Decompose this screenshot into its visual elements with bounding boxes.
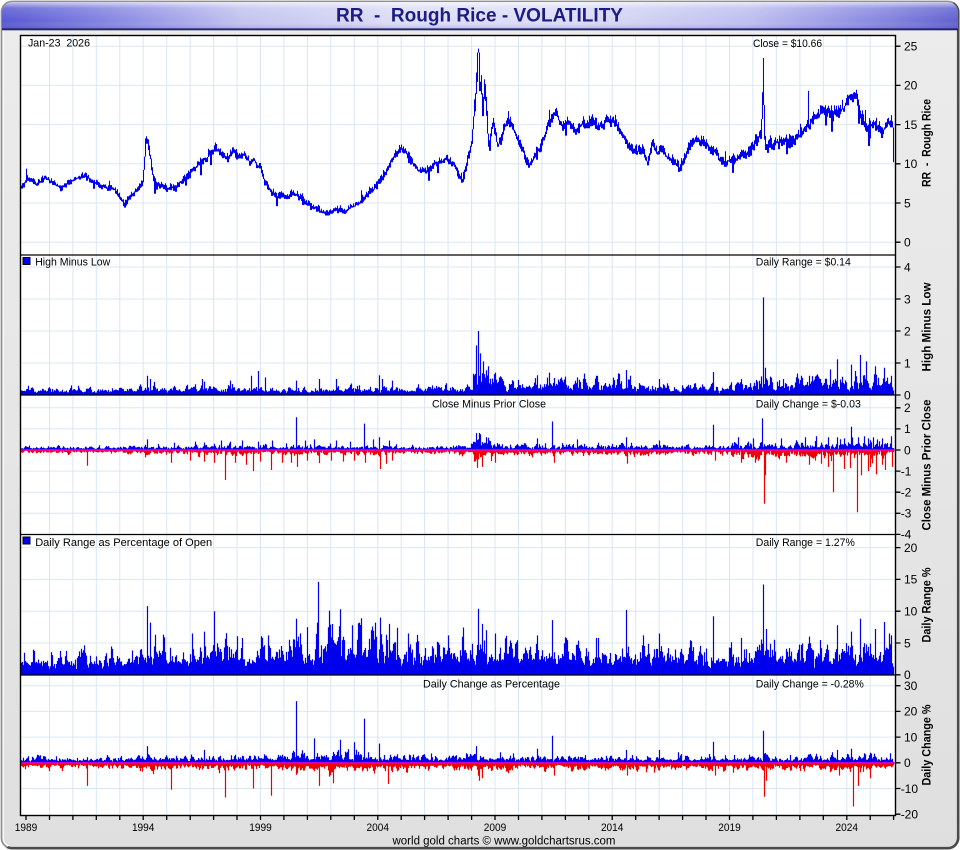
- svg-text:-2: -2: [901, 486, 912, 500]
- svg-text:30: 30: [904, 679, 918, 693]
- svg-text:Daily Change as Percentage: Daily Change as Percentage: [423, 679, 560, 691]
- svg-text:3: 3: [904, 292, 911, 306]
- svg-text:-20: -20: [901, 808, 919, 822]
- svg-text:Daily Range as Percentage of O: Daily Range as Percentage of Open: [35, 537, 212, 549]
- svg-text:2004: 2004: [367, 822, 390, 834]
- svg-text:10: 10: [904, 605, 918, 619]
- svg-text:-3: -3: [901, 507, 912, 521]
- svg-text:1: 1: [904, 422, 911, 436]
- svg-text:2024: 2024: [836, 822, 859, 834]
- svg-text:-10: -10: [901, 782, 919, 796]
- svg-text:25: 25: [904, 40, 918, 54]
- svg-text:Close = $10.66: Close = $10.66: [753, 38, 822, 50]
- svg-text:2: 2: [904, 401, 911, 415]
- svg-text:-4: -4: [901, 528, 912, 542]
- svg-text:10: 10: [904, 730, 918, 744]
- svg-text:1: 1: [904, 356, 911, 370]
- svg-text:RR - Rough Rice - VOLATILITY: RR - Rough Rice - VOLATILITY: [336, 5, 623, 27]
- svg-text:1994: 1994: [132, 822, 155, 834]
- svg-text:20: 20: [904, 705, 918, 719]
- svg-text:1989: 1989: [15, 822, 38, 834]
- svg-text:15: 15: [904, 118, 918, 132]
- svg-text:High Minus Low: High Minus Low: [922, 282, 934, 371]
- svg-text:-1: -1: [901, 464, 912, 478]
- svg-text:20: 20: [904, 541, 918, 555]
- svg-text:2: 2: [904, 324, 911, 338]
- svg-text:0: 0: [904, 668, 911, 682]
- svg-text:Jan-23 2026: Jan-23 2026: [28, 38, 90, 50]
- svg-text:0: 0: [904, 388, 911, 402]
- svg-text:15: 15: [904, 573, 918, 587]
- svg-text:Daily Range = 1.27%: Daily Range = 1.27%: [756, 537, 855, 549]
- svg-text:world gold charts © www.goldch: world gold charts © www.goldchartsrus.co…: [392, 835, 616, 847]
- svg-text:2014: 2014: [601, 822, 624, 834]
- svg-text:Daily Change = $-0.03: Daily Change = $-0.03: [756, 399, 861, 411]
- svg-text:5: 5: [904, 636, 911, 650]
- svg-text:4: 4: [904, 260, 911, 274]
- svg-text:RR - Rough Rice: RR - Rough Rice: [922, 99, 934, 187]
- svg-text:0: 0: [904, 443, 911, 457]
- svg-text:Close Minus Prior Close: Close Minus Prior Close: [432, 399, 546, 411]
- svg-text:Close Minus Prior Close: Close Minus Prior Close: [922, 400, 934, 531]
- svg-text:2019: 2019: [718, 822, 741, 834]
- svg-text:5: 5: [904, 196, 911, 210]
- svg-text:Daily Change = -0.28%: Daily Change = -0.28%: [756, 679, 864, 691]
- svg-text:0: 0: [904, 756, 911, 770]
- svg-text:20: 20: [904, 79, 918, 93]
- svg-text:0: 0: [904, 236, 911, 250]
- svg-text:Daily Range %: Daily Range %: [922, 568, 934, 643]
- svg-text:2009: 2009: [484, 822, 507, 834]
- svg-text:10: 10: [904, 157, 918, 171]
- svg-text:High Minus Low: High Minus Low: [35, 257, 111, 269]
- svg-text:Daily Range = $0.14: Daily Range = $0.14: [756, 257, 851, 269]
- svg-text:1999: 1999: [249, 822, 272, 834]
- svg-text:Daily Change %: Daily Change %: [922, 705, 934, 786]
